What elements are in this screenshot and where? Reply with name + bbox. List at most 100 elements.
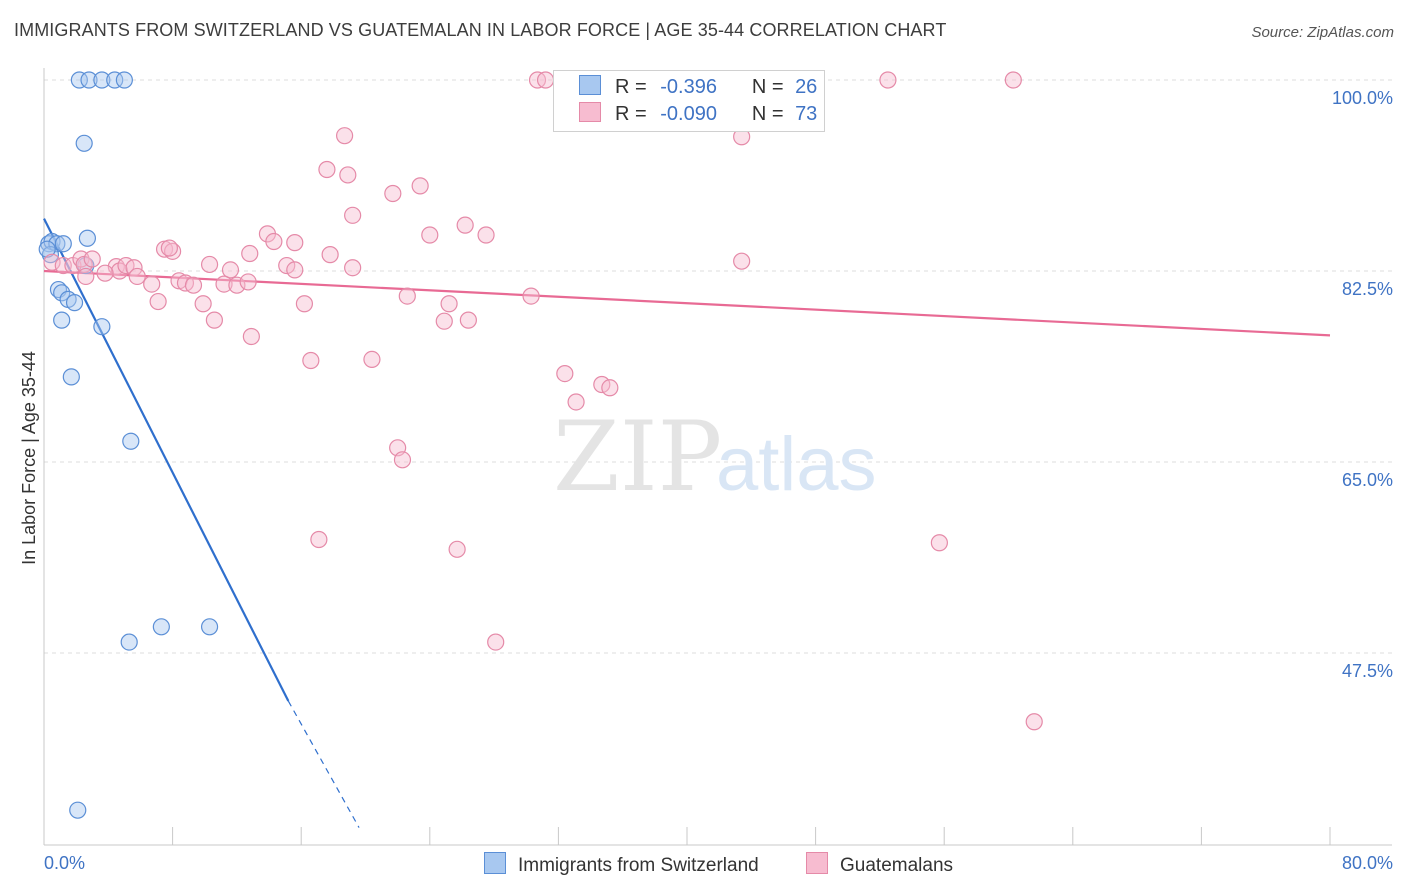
watermark-zip: ZIP [553, 401, 722, 513]
guat-point-52 [194, 295, 212, 313]
guat-point-25 [54, 256, 72, 275]
legend-guat-r-label: R = [615, 103, 647, 125]
guat-point-58 [242, 327, 260, 346]
guat-point-56 [435, 312, 453, 330]
swiss-point-24 [69, 801, 87, 819]
chart-title: IMMIGRANTS FROM SWITZERLAND VS GUATEMALA… [14, 20, 947, 40]
data-points [38, 71, 1043, 819]
y-axis-label: In Labor Force | Age 35-44 [19, 351, 39, 565]
guat-point-50 [522, 287, 540, 305]
axis-labels: 100.0% 82.5% 65.0% 47.5% 0.0% 80.0% In Labor F… [19, 88, 1393, 873]
guat-point-67 [310, 530, 328, 549]
guat-point-39 [344, 259, 362, 277]
bottom-legend-swiss-label: Immigrants from Switzerland [518, 855, 759, 876]
swiss-point-23 [120, 633, 138, 651]
swiss-point-18 [93, 318, 111, 336]
guat-point-69 [930, 534, 948, 552]
guat-point-4 [1004, 71, 1022, 89]
swiss-trendline-extension [287, 700, 360, 828]
legend-row-swiss: R = -0.396 N = 26 [579, 75, 817, 99]
swiss-point-19 [62, 368, 80, 386]
guat-point-9 [384, 184, 402, 203]
y-tick-label-2: 65.0% [1342, 470, 1393, 490]
swiss-point-21 [152, 618, 170, 636]
guat-point-11 [344, 206, 362, 224]
guat-point-3 [879, 71, 897, 89]
bottom-legend-guat: Guatemalans [806, 852, 953, 877]
guat-point-7 [318, 160, 336, 179]
guat-point-60 [363, 350, 381, 369]
swiss-point-4 [115, 71, 133, 89]
legend-swiss-r-label: R = [615, 76, 647, 98]
guat-point-23 [733, 252, 751, 270]
axes [43, 68, 1392, 846]
legend-swiss-n-label: N = [751, 76, 784, 98]
y-tick-label-0: 100.0% [1332, 88, 1393, 108]
guat-point-34 [96, 264, 114, 282]
x-tick-label-0: 0.0% [44, 853, 85, 873]
guat-point-46 [228, 276, 246, 294]
guat-point-17 [286, 234, 304, 252]
legend-swiss-n-value: 26 [795, 76, 818, 98]
guat-trendline [43, 269, 1331, 337]
swiss-point-8 [48, 235, 66, 253]
guat-point-33 [125, 259, 143, 277]
guat-point-16 [265, 232, 283, 251]
stats-legend: R = -0.396 N = 26 R = -0.090 N = 73 [553, 70, 825, 132]
guat-point-49 [398, 287, 416, 305]
swiss-point-0 [70, 71, 88, 89]
grid-lines [44, 79, 1392, 654]
y-tick-label-3: 47.5% [1342, 661, 1393, 681]
guat-point-45 [215, 275, 233, 293]
legend-guat-n-label: N = [751, 103, 784, 125]
guat-point-51 [149, 292, 167, 311]
swatch-guat [579, 102, 601, 122]
guat-point-40 [77, 267, 95, 286]
swiss-point-22 [200, 618, 219, 636]
swiss-point-2 [93, 71, 111, 89]
guat-point-54 [440, 295, 458, 313]
guat-point-29 [83, 250, 101, 268]
guat-point-61 [556, 364, 574, 383]
guat-point-19 [164, 242, 182, 260]
guat-point-64 [567, 393, 585, 411]
swiss-point-1 [80, 71, 98, 89]
watermark: ZIP atlas [553, 401, 877, 513]
guat-point-13 [477, 226, 495, 244]
guat-point-63 [601, 379, 619, 397]
bottom-swatch-guat [806, 852, 828, 874]
legend-guat-n-value: 73 [795, 103, 818, 125]
guat-point-10 [411, 177, 429, 195]
x-tick-label-1: 80.0% [1342, 853, 1393, 873]
legend-guat-r-value: -0.090 [660, 103, 717, 125]
source-credit: Source: ZipAtlas.com [1251, 24, 1394, 41]
bottom-swatch-swiss [484, 852, 506, 874]
y-tick-label-1: 82.5% [1342, 279, 1393, 299]
guat-point-22 [321, 246, 339, 264]
guat-point-1 [536, 71, 555, 89]
swiss-trendline [43, 218, 290, 702]
guat-point-35 [200, 255, 219, 274]
swiss-point-20 [122, 432, 140, 450]
guat-point-14 [421, 226, 439, 244]
legend-row-guat: R = -0.090 N = 73 [579, 102, 817, 126]
legend-swiss-r-value: -0.396 [660, 76, 717, 98]
guat-point-24 [43, 253, 61, 271]
guat-point-12 [456, 216, 474, 234]
guat-point-48 [143, 275, 161, 293]
swatch-swiss [579, 75, 601, 95]
guat-point-71 [1025, 713, 1043, 731]
guat-point-41 [128, 267, 146, 286]
guat-point-59 [302, 351, 320, 370]
swiss-point-14 [53, 284, 71, 302]
swiss-point-25 [38, 240, 56, 258]
swiss-point-3 [106, 71, 124, 89]
bottom-legend-swiss: Immigrants from Switzerland [484, 852, 759, 877]
guat-point-66 [393, 451, 412, 469]
trendlines [43, 218, 1331, 828]
guat-point-44 [184, 276, 203, 294]
guat-point-68 [448, 540, 466, 558]
guat-point-36 [221, 261, 240, 279]
watermark-atlas: atlas [716, 422, 877, 507]
